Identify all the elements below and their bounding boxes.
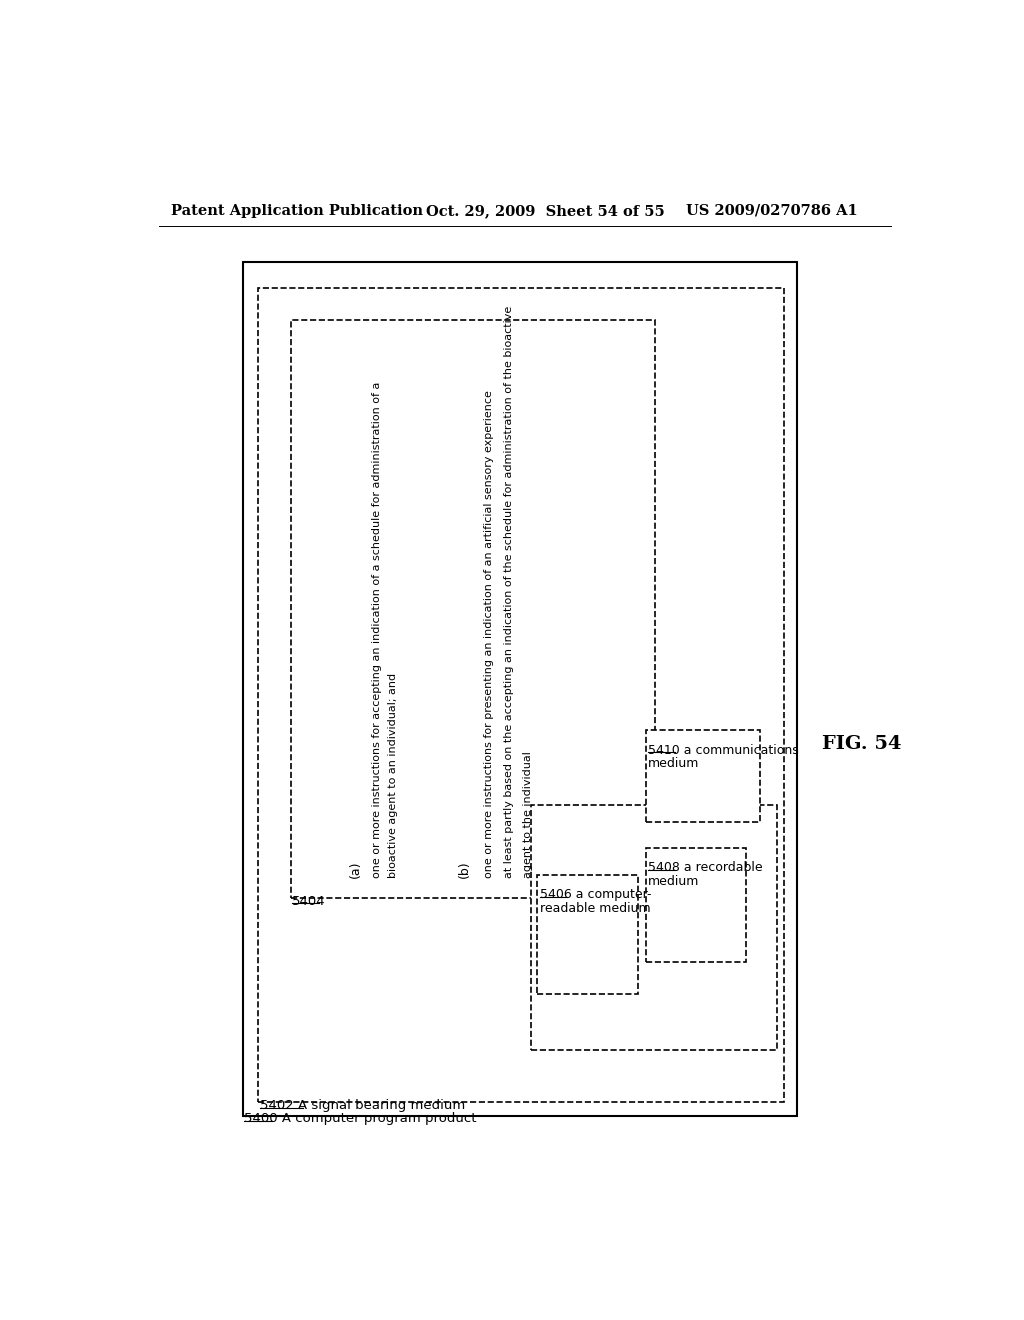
Text: 5410 a communications: 5410 a communications xyxy=(648,743,799,756)
Text: readable medium: readable medium xyxy=(540,903,650,915)
Text: one or more instructions for presenting an indication of an artificial sensory e: one or more instructions for presenting … xyxy=(484,391,495,878)
Text: 5406 a computer-: 5406 a computer- xyxy=(540,888,651,902)
Text: US 2009/0270786 A1: US 2009/0270786 A1 xyxy=(686,203,858,218)
Text: (a): (a) xyxy=(349,861,361,878)
Bar xyxy=(531,805,777,1051)
Bar xyxy=(646,847,746,961)
Bar xyxy=(646,730,761,822)
Text: FIG. 54: FIG. 54 xyxy=(821,735,901,752)
Text: 5402 A signal bearing medium: 5402 A signal bearing medium xyxy=(260,1100,465,1113)
Text: medium: medium xyxy=(648,758,699,771)
Text: 5400 A computer program product: 5400 A computer program product xyxy=(245,1113,477,1126)
Text: medium: medium xyxy=(648,875,699,888)
Text: 5408 a recordable: 5408 a recordable xyxy=(648,862,763,874)
Text: (b): (b) xyxy=(458,861,470,878)
Text: Patent Application Publication: Patent Application Publication xyxy=(171,203,423,218)
Bar xyxy=(538,875,638,994)
Text: 5404: 5404 xyxy=(292,895,326,908)
Text: at least partly based on the accepting an indication of the schedule for adminis: at least partly based on the accepting a… xyxy=(504,306,514,878)
Text: agent to the individual: agent to the individual xyxy=(523,751,534,878)
Bar xyxy=(258,288,783,1102)
Text: bioactive agent to an individual; and: bioactive agent to an individual; and xyxy=(388,673,397,878)
Bar xyxy=(291,321,655,898)
Text: Oct. 29, 2009  Sheet 54 of 55: Oct. 29, 2009 Sheet 54 of 55 xyxy=(426,203,666,218)
Text: one or more instructions for accepting an indication of a schedule for administr: one or more instructions for accepting a… xyxy=(372,381,382,878)
Bar xyxy=(243,263,797,1115)
